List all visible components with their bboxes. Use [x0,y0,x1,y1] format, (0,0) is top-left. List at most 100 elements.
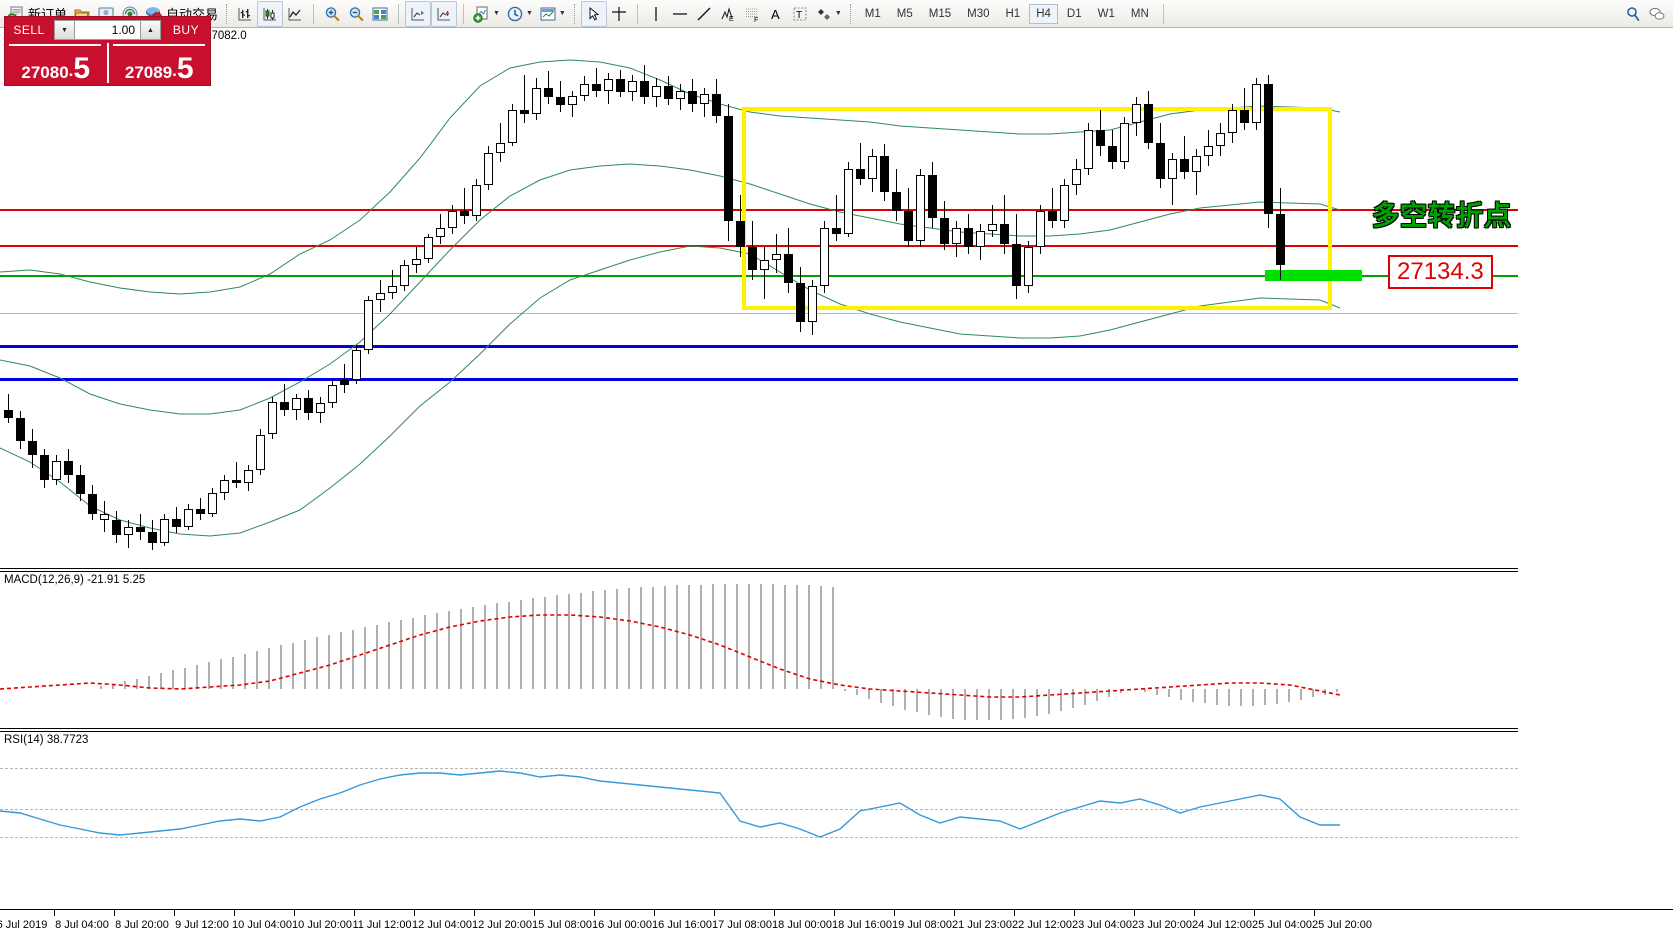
macd-histogram-bar [904,689,906,710]
candle-body [232,480,241,483]
macd-histogram-bar [352,629,354,689]
time-tick-mark [414,910,415,916]
candle-body [1132,103,1141,124]
macd-histogram-bar [820,585,822,689]
candle-body [28,441,37,456]
macd-histogram-bar [1192,689,1194,702]
timeframe-m1[interactable]: M1 [864,7,881,20]
candle-body [964,227,973,248]
macd-histogram-bar [340,632,342,689]
price-scale[interactable]: 27401.027354.027306.027258.027211.027163… [1518,28,1673,946]
macd-histogram-bar [952,689,954,719]
text-button[interactable]: A [764,2,788,26]
timeframe-w1[interactable]: W1 [1097,7,1115,20]
elliott-button[interactable]: E [716,2,740,26]
tile-windows-button[interactable] [368,2,392,26]
timeframe-d1[interactable]: D1 [1066,7,1082,20]
macd-histogram-bar [328,634,330,689]
auto-scroll-button[interactable] [431,0,458,27]
volume-decrease-button[interactable]: ▼ [54,20,75,40]
bar-chart-button[interactable] [233,2,257,26]
macd-histogram-bar [1252,689,1254,706]
sell-button[interactable]: SELL [13,23,45,37]
candle-body [16,417,25,441]
volume-increase-button[interactable]: ▲ [140,20,161,40]
chevron-down-icon[interactable]: ▼ [558,10,566,17]
macd-histogram-bar [1276,689,1278,704]
volume-stepper[interactable]: ▼ 1.00 ▲ [54,20,161,40]
candle-body [640,81,649,98]
toolbar-divider [313,3,315,24]
svg-text:A: A [771,7,780,22]
time-tick-label: 25 Jul 20:00 [1312,919,1372,931]
macd-histogram-bar [124,681,126,689]
pivot-annotation-text: 多空转折点 [1372,201,1512,232]
fibo-button[interactable]: F [740,2,764,26]
zoom-out-button[interactable] [344,2,368,26]
timeframe-mn[interactable]: MN [1130,7,1149,20]
macd-histogram-bar [1336,689,1338,692]
sell-price[interactable]: 27080. 5 [5,43,107,83]
rsi-pane[interactable]: RSI(14) 38.7723 [0,733,1673,937]
candle-body [484,152,493,186]
candle-body [628,81,637,93]
vline-button[interactable] [644,2,668,26]
buy-button[interactable]: BUY [172,23,200,37]
macd-pane[interactable]: MACD(12,26,9) -21.91 5.25 [0,573,1673,728]
macd-histogram-bar [1156,689,1158,695]
timeframe-m5[interactable]: M5 [896,7,913,20]
volume-input[interactable]: 1.00 [75,20,140,40]
chevron-down-icon[interactable]: ▼ [834,10,842,17]
chevron-down-icon[interactable]: ▼ [493,10,500,17]
one-click-trading-panel[interactable]: SELL ▼ 1.00 ▲ BUY 27080. 5 27089. 5 [4,16,211,86]
candle-body [460,211,469,216]
macd-histogram-bar [256,650,258,689]
shapes-button[interactable]: ▼ [812,2,845,26]
timeframe-m30[interactable]: M30 [967,7,990,20]
line-chart-button[interactable] [283,2,307,26]
time-tick-mark [174,910,175,916]
candle-chart-button[interactable] [257,0,284,27]
timeframe-m15[interactable]: M15 [928,7,952,20]
macd-histogram-bar [808,585,810,689]
macd-histogram-bar [664,586,666,689]
candle-body [724,115,733,221]
candle-wick [464,188,465,225]
candle-body [688,90,697,104]
elliott-icon: E [721,6,734,23]
candle-body [436,227,445,238]
label-button[interactable]: T [788,2,812,26]
toolbar-divider [463,3,465,24]
cursor-button[interactable] [580,0,607,27]
time-tick-label: 23 Jul 04:00 [1072,919,1132,931]
timeframe-h1[interactable]: H1 [1005,7,1021,20]
pane-separator-1 [0,568,1518,569]
candle-body [832,227,841,234]
trendline-button[interactable] [692,2,716,26]
chart-area[interactable]: DJ30-,H4 27082.0 27082.0 27082.0 27082.0… [0,28,1673,946]
timeframe-h4[interactable]: H4 [1029,3,1058,24]
chat-button[interactable] [1645,2,1669,26]
chart-shift-button[interactable] [405,0,432,27]
templates-button[interactable]: ▼ [536,2,569,26]
time-tick-label: 8 Jul 04:00 [55,919,109,931]
macd-histogram-bar [1240,689,1242,706]
candle-body [448,211,457,228]
candle-body [40,455,49,481]
price-pane[interactable]: 多空转折点 27134.3 [0,42,1673,566]
crosshair-button[interactable] [607,2,631,26]
indicator-add-button[interactable]: ▼ [470,2,503,26]
buy-price[interactable]: 27089. 5 [109,43,211,83]
macd-histogram-bar [976,689,978,721]
chevron-down-icon[interactable]: ▼ [525,10,533,17]
hline-button[interactable] [668,2,692,26]
candle-body [124,526,133,535]
zoom-in-button[interactable] [320,2,344,26]
macd-histogram-bar [196,664,198,689]
candle-body [1144,103,1153,143]
period-button[interactable]: ▼ [503,2,536,26]
time-axis[interactable]: 6 Jul 2019 8 Jul 04:00 8 Jul 20:00 9 Jul 12… [0,909,1673,947]
search-button[interactable] [1621,2,1645,26]
macd-histogram-bar [1108,689,1110,698]
time-tick-mark [954,910,955,916]
